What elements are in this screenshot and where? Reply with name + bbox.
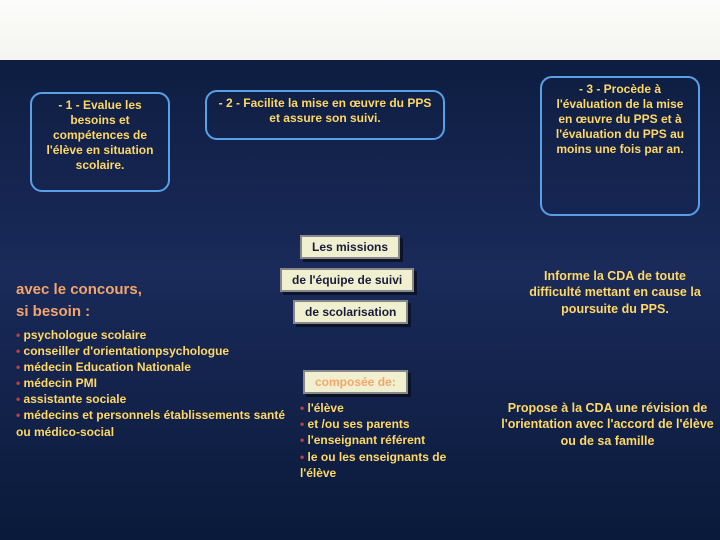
composed-item: et /ou ses parents <box>300 416 480 432</box>
center-line-4: composée de: <box>303 370 408 394</box>
center-line-3: de scolarisation <box>293 300 408 324</box>
left-item: médecins et personnels établissements sa… <box>16 407 286 439</box>
composed-block: l'élève et /ou ses parents l'enseignant … <box>300 400 480 481</box>
composed-list: l'élève et /ou ses parents l'enseignant … <box>300 400 480 481</box>
left-list: psychologue scolaire conseiller d'orient… <box>16 327 286 440</box>
box-3-procede: - 3 - Procède à l'évaluation de la mise … <box>540 76 700 216</box>
left-item: assistante sociale <box>16 391 286 407</box>
left-item: conseiller d'orientationpsychologue <box>16 343 286 359</box>
box-1-evalue: - 1 - Evalue les besoins et compétences … <box>30 92 170 192</box>
composed-item: l'enseignant référent <box>300 432 480 448</box>
right-propose: Propose à la CDA une révision de l'orien… <box>500 400 715 449</box>
left-item: médecin PMI <box>16 375 286 391</box>
composed-item: l'élève <box>300 400 480 416</box>
box-2-facilite: - 2 - Facilite la mise en œuvre du PPS e… <box>205 90 445 140</box>
left-concours-block: avec le concours, si besoin : psychologu… <box>16 280 286 440</box>
box-1-text: - 1 - Evalue les besoins et compétences … <box>47 98 154 172</box>
center-line-1: Les missions <box>300 235 400 259</box>
title-bar <box>0 0 720 60</box>
left-header-2: si besoin : <box>16 302 286 322</box>
left-header-1: avec le concours, <box>16 280 286 300</box>
box-3-text: - 3 - Procède à l'évaluation de la mise … <box>556 82 684 156</box>
left-item: médecin Education Nationale <box>16 359 286 375</box>
center-line-2: de l'équipe de suivi <box>280 268 414 292</box>
right-informe: Informe la CDA de toute difficulté metta… <box>520 268 710 317</box>
box-2-text: - 2 - Facilite la mise en œuvre du PPS e… <box>219 96 432 125</box>
composed-item: le ou les enseignants de l'élève <box>300 449 480 481</box>
left-item: psychologue scolaire <box>16 327 286 343</box>
